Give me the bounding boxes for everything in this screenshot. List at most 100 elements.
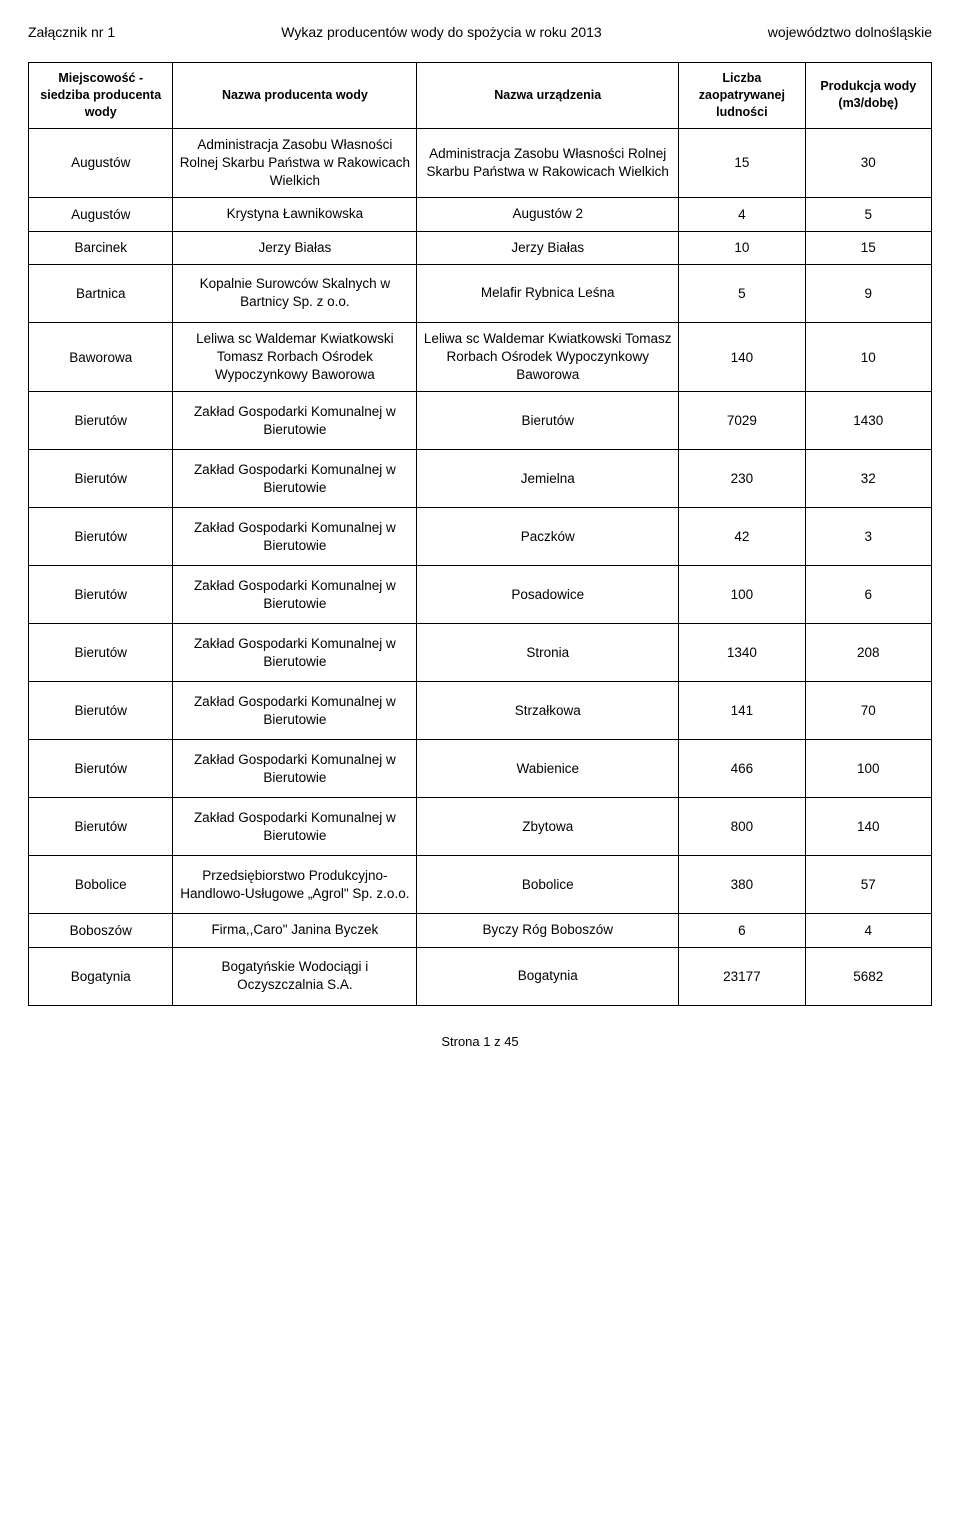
table-row: BierutówZakład Gospodarki Komunalnej w B…	[29, 682, 932, 740]
cell-miejscowosc: Bierutów	[29, 508, 173, 566]
cell-urzadzenie: Stronia	[417, 624, 679, 682]
cell-urzadzenie: Bobolice	[417, 856, 679, 914]
table-row: BierutówZakład Gospodarki Komunalnej w B…	[29, 392, 932, 450]
cell-producent: Zakład Gospodarki Komunalnej w Bierutowi…	[173, 392, 417, 450]
page-number: Strona 1 z 45	[28, 1034, 932, 1049]
table-body: AugustówAdministracja Zasobu Własności R…	[29, 128, 932, 1005]
cell-produkcja: 57	[805, 856, 931, 914]
cell-producent: Zakład Gospodarki Komunalnej w Bierutowi…	[173, 566, 417, 624]
cell-ludnosc: 800	[679, 798, 805, 856]
cell-producent: Zakład Gospodarki Komunalnej w Bierutowi…	[173, 682, 417, 740]
cell-miejscowosc: Baworowa	[29, 322, 173, 392]
cell-urzadzenie: Jerzy Białas	[417, 231, 679, 264]
table-row: BierutówZakład Gospodarki Komunalnej w B…	[29, 624, 932, 682]
cell-urzadzenie: Strzałkowa	[417, 682, 679, 740]
cell-miejscowosc: Bartnica	[29, 264, 173, 322]
cell-urzadzenie: Melafir Rybnica Leśna	[417, 264, 679, 322]
cell-producent: Zakład Gospodarki Komunalnej w Bierutowi…	[173, 450, 417, 508]
cell-ludnosc: 466	[679, 740, 805, 798]
table-header-row: Miejscowość - siedziba producenta wody N…	[29, 63, 932, 129]
cell-produkcja: 70	[805, 682, 931, 740]
cell-produkcja: 10	[805, 322, 931, 392]
table-row: BoboszówFirma,,Caro" Janina ByczekByczy …	[29, 914, 932, 947]
region-label: województwo dolnośląskie	[768, 24, 932, 40]
cell-urzadzenie: Leliwa sc Waldemar Kwiatkowski Tomasz Ro…	[417, 322, 679, 392]
cell-ludnosc: 140	[679, 322, 805, 392]
cell-ludnosc: 42	[679, 508, 805, 566]
producers-table: Miejscowość - siedziba producenta wody N…	[28, 62, 932, 1006]
cell-ludnosc: 1340	[679, 624, 805, 682]
cell-producent: Zakład Gospodarki Komunalnej w Bierutowi…	[173, 798, 417, 856]
cell-produkcja: 9	[805, 264, 931, 322]
cell-miejscowosc: Augustów	[29, 128, 173, 198]
col-produkcja: Produkcja wody (m3/dobę)	[805, 63, 931, 129]
table-row: AugustówKrystyna ŁawnikowskaAugustów 245	[29, 198, 932, 231]
col-miejscowosc: Miejscowość - siedziba producenta wody	[29, 63, 173, 129]
cell-urzadzenie: Bogatynia	[417, 947, 679, 1005]
table-row: BierutówZakład Gospodarki Komunalnej w B…	[29, 450, 932, 508]
table-row: AugustówAdministracja Zasobu Własności R…	[29, 128, 932, 198]
table-row: BierutówZakład Gospodarki Komunalnej w B…	[29, 566, 932, 624]
cell-ludnosc: 100	[679, 566, 805, 624]
cell-produkcja: 15	[805, 231, 931, 264]
col-ludnosc: Liczba zaopatrywanej ludności	[679, 63, 805, 129]
cell-produkcja: 30	[805, 128, 931, 198]
cell-producent: Zakład Gospodarki Komunalnej w Bierutowi…	[173, 624, 417, 682]
cell-miejscowosc: Bogatynia	[29, 947, 173, 1005]
cell-urzadzenie: Zbytowa	[417, 798, 679, 856]
cell-miejscowosc: Bierutów	[29, 566, 173, 624]
cell-producent: Bogatyńskie Wodociągi i Oczyszczalnia S.…	[173, 947, 417, 1005]
cell-miejscowosc: Bierutów	[29, 682, 173, 740]
cell-miejscowosc: Barcinek	[29, 231, 173, 264]
cell-producent: Krystyna Ławnikowska	[173, 198, 417, 231]
cell-produkcja: 208	[805, 624, 931, 682]
cell-producent: Leliwa sc Waldemar Kwiatkowski Tomasz Ro…	[173, 322, 417, 392]
cell-miejscowosc: Augustów	[29, 198, 173, 231]
cell-produkcja: 4	[805, 914, 931, 947]
table-row: BobolicePrzedsiębiorstwo Produkcyjno-Han…	[29, 856, 932, 914]
cell-urzadzenie: Jemielna	[417, 450, 679, 508]
cell-urzadzenie: Posadowice	[417, 566, 679, 624]
cell-produkcja: 6	[805, 566, 931, 624]
cell-ludnosc: 141	[679, 682, 805, 740]
col-producent: Nazwa producenta wody	[173, 63, 417, 129]
cell-urzadzenie: Paczków	[417, 508, 679, 566]
cell-produkcja: 140	[805, 798, 931, 856]
cell-ludnosc: 230	[679, 450, 805, 508]
table-row: BartnicaKopalnie Surowców Skalnych w Bar…	[29, 264, 932, 322]
cell-miejscowosc: Bierutów	[29, 798, 173, 856]
cell-produkcja: 5	[805, 198, 931, 231]
cell-producent: Firma,,Caro" Janina Byczek	[173, 914, 417, 947]
cell-miejscowosc: Bierutów	[29, 624, 173, 682]
cell-ludnosc: 23177	[679, 947, 805, 1005]
cell-ludnosc: 4	[679, 198, 805, 231]
cell-producent: Kopalnie Surowców Skalnych w Bartnicy Sp…	[173, 264, 417, 322]
table-row: BierutówZakład Gospodarki Komunalnej w B…	[29, 740, 932, 798]
page-title: Wykaz producentów wody do spożycia w rok…	[281, 24, 601, 40]
table-row: BogatyniaBogatyńskie Wodociągi i Oczyszc…	[29, 947, 932, 1005]
cell-ludnosc: 10	[679, 231, 805, 264]
cell-urzadzenie: Wabienice	[417, 740, 679, 798]
cell-producent: Zakład Gospodarki Komunalnej w Bierutowi…	[173, 508, 417, 566]
cell-urzadzenie: Bierutów	[417, 392, 679, 450]
cell-ludnosc: 6	[679, 914, 805, 947]
cell-ludnosc: 15	[679, 128, 805, 198]
cell-miejscowosc: Bierutów	[29, 392, 173, 450]
cell-miejscowosc: Boboszów	[29, 914, 173, 947]
cell-ludnosc: 5	[679, 264, 805, 322]
cell-ludnosc: 380	[679, 856, 805, 914]
cell-produkcja: 1430	[805, 392, 931, 450]
cell-miejscowosc: Bobolice	[29, 856, 173, 914]
cell-produkcja: 3	[805, 508, 931, 566]
cell-producent: Jerzy Białas	[173, 231, 417, 264]
page-header: Załącznik nr 1 Wykaz producentów wody do…	[28, 24, 932, 40]
attachment-label: Załącznik nr 1	[28, 24, 115, 40]
table-row: BierutówZakład Gospodarki Komunalnej w B…	[29, 508, 932, 566]
cell-produkcja: 5682	[805, 947, 931, 1005]
cell-producent: Administracja Zasobu Własności Rolnej Sk…	[173, 128, 417, 198]
cell-urzadzenie: Byczy Róg Boboszów	[417, 914, 679, 947]
cell-urzadzenie: Augustów 2	[417, 198, 679, 231]
cell-produkcja: 32	[805, 450, 931, 508]
cell-ludnosc: 7029	[679, 392, 805, 450]
cell-producent: Zakład Gospodarki Komunalnej w Bierutowi…	[173, 740, 417, 798]
